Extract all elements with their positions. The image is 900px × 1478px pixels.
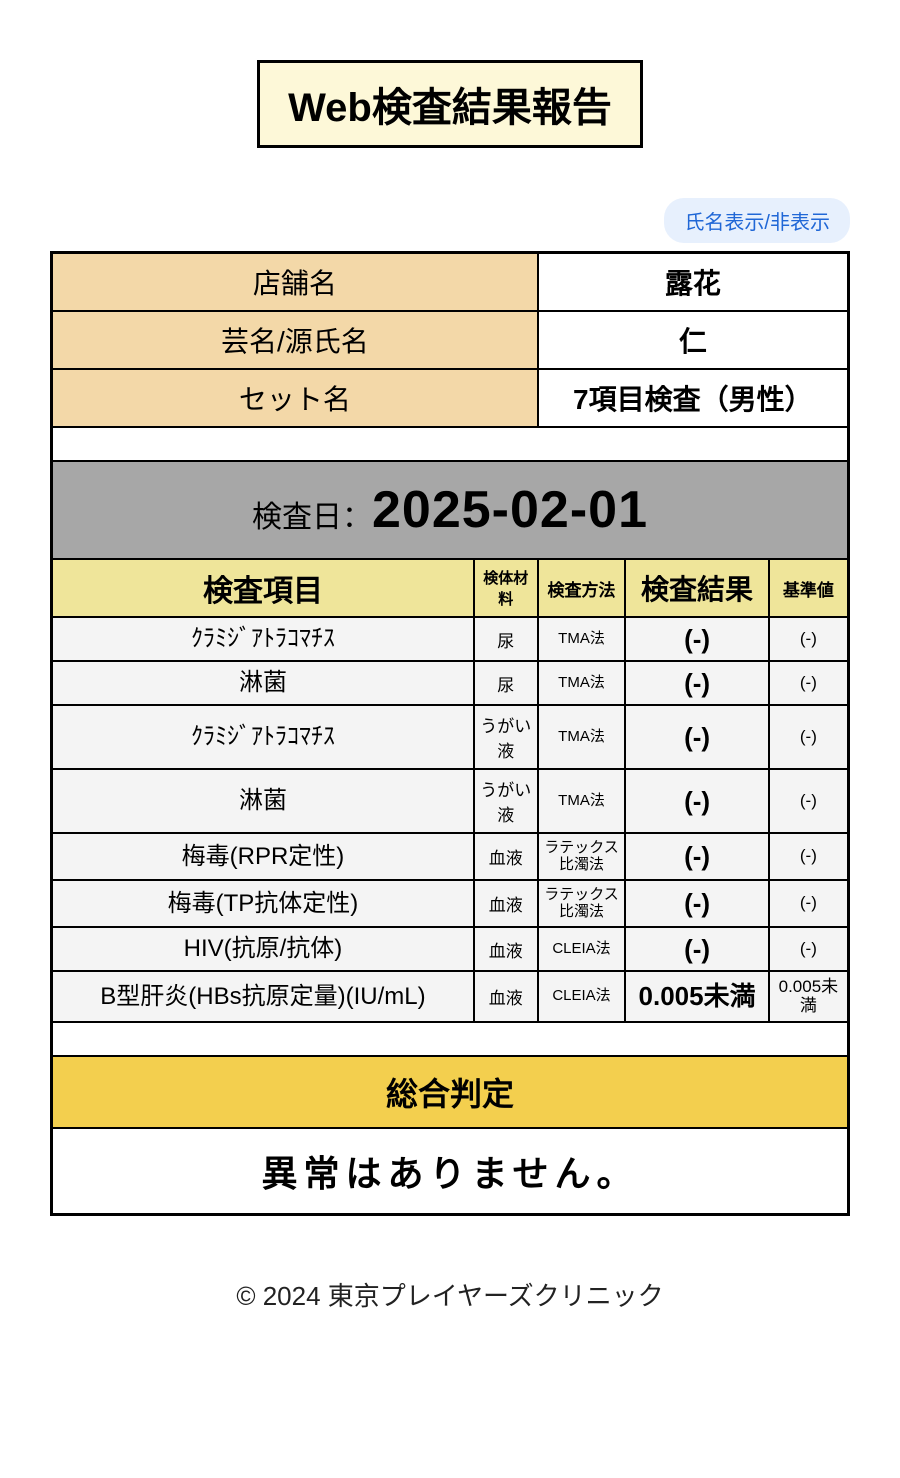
cell-item: 梅毒(TP抗体定性)	[52, 880, 474, 927]
info-label: セット名	[52, 369, 538, 427]
table-row: 淋菌尿TMA法(-)(-)	[52, 661, 849, 705]
info-value: 7項目検査（男性）	[538, 369, 849, 427]
cell-sample: 血液	[474, 927, 538, 971]
cell-result: (-)	[625, 927, 768, 971]
toggle-name-button[interactable]: 氏名表示/非表示	[664, 198, 850, 243]
cell-sample: 血液	[474, 971, 538, 1022]
cell-sample: うがい液	[474, 769, 538, 833]
table-row: 梅毒(RPR定性)血液ラテックス比濁法(-)(-)	[52, 833, 849, 880]
cell-item: ｸﾗﾐｼﾞｱﾄﾗｺﾏﾁｽ	[52, 705, 474, 769]
overall-value: 異常はありません。	[52, 1128, 849, 1215]
cell-item: HIV(抗原/抗体)	[52, 927, 474, 971]
cell-method: CLEIA法	[538, 971, 626, 1022]
footer-copyright: © 2024 東京プレイヤーズクリニック	[50, 1276, 850, 1313]
cell-ref: (-)	[769, 661, 849, 705]
col-result: 検査結果	[625, 559, 768, 617]
cell-ref: (-)	[769, 617, 849, 661]
cell-ref: (-)	[769, 769, 849, 833]
exam-date: 検査日：2025-02-01	[52, 461, 849, 559]
cell-result: (-)	[625, 705, 768, 769]
cell-ref: (-)	[769, 880, 849, 927]
table-row: 淋菌うがい液TMA法(-)(-)	[52, 769, 849, 833]
cell-result: (-)	[625, 833, 768, 880]
cell-result: (-)	[625, 661, 768, 705]
cell-item: ｸﾗﾐｼﾞｱﾄﾗｺﾏﾁｽ	[52, 617, 474, 661]
spacer	[52, 427, 849, 461]
cell-result: (-)	[625, 769, 768, 833]
cell-result: (-)	[625, 880, 768, 927]
spacer	[52, 1022, 849, 1056]
report-table: 店舗名露花芸名/源氏名仁セット名7項目検査（男性） 検査日：2025-02-01検…	[50, 251, 850, 1216]
table-row: B型肝炎(HBs抗原定量)(IU/mL)血液CLEIA法0.005未満0.005…	[52, 971, 849, 1022]
cell-method: CLEIA法	[538, 927, 626, 971]
table-row: ｸﾗﾐｼﾞｱﾄﾗｺﾏﾁｽ尿TMA法(-)(-)	[52, 617, 849, 661]
info-value: 仁	[538, 311, 849, 369]
cell-method: TMA法	[538, 617, 626, 661]
cell-method: TMA法	[538, 661, 626, 705]
cell-sample: うがい液	[474, 705, 538, 769]
cell-ref: 0.005未満	[769, 971, 849, 1022]
cell-ref: (-)	[769, 927, 849, 971]
cell-result: (-)	[625, 617, 768, 661]
info-label: 芸名/源氏名	[52, 311, 538, 369]
cell-ref: (-)	[769, 705, 849, 769]
info-label: 店舗名	[52, 253, 538, 312]
cell-method: TMA法	[538, 705, 626, 769]
cell-sample: 尿	[474, 617, 538, 661]
col-sample: 検体材料	[474, 559, 538, 617]
cell-method: ラテックス比濁法	[538, 880, 626, 927]
col-item: 検査項目	[52, 559, 474, 617]
cell-ref: (-)	[769, 833, 849, 880]
cell-item: B型肝炎(HBs抗原定量)(IU/mL)	[52, 971, 474, 1022]
cell-item: 淋菌	[52, 661, 474, 705]
cell-sample: 血液	[474, 880, 538, 927]
table-row: 梅毒(TP抗体定性)血液ラテックス比濁法(-)(-)	[52, 880, 849, 927]
info-value: 露花	[538, 253, 849, 312]
table-row: HIV(抗原/抗体)血液CLEIA法(-)(-)	[52, 927, 849, 971]
cell-sample: 血液	[474, 833, 538, 880]
overall-header: 総合判定	[52, 1056, 849, 1128]
cell-item: 梅毒(RPR定性)	[52, 833, 474, 880]
cell-method: ラテックス比濁法	[538, 833, 626, 880]
cell-item: 淋菌	[52, 769, 474, 833]
cell-sample: 尿	[474, 661, 538, 705]
col-ref: 基準値	[769, 559, 849, 617]
table-row: ｸﾗﾐｼﾞｱﾄﾗｺﾏﾁｽうがい液TMA法(-)(-)	[52, 705, 849, 769]
cell-result: 0.005未満	[625, 971, 768, 1022]
report-title: Web検査結果報告	[257, 60, 643, 148]
cell-method: TMA法	[538, 769, 626, 833]
col-method: 検査方法	[538, 559, 626, 617]
